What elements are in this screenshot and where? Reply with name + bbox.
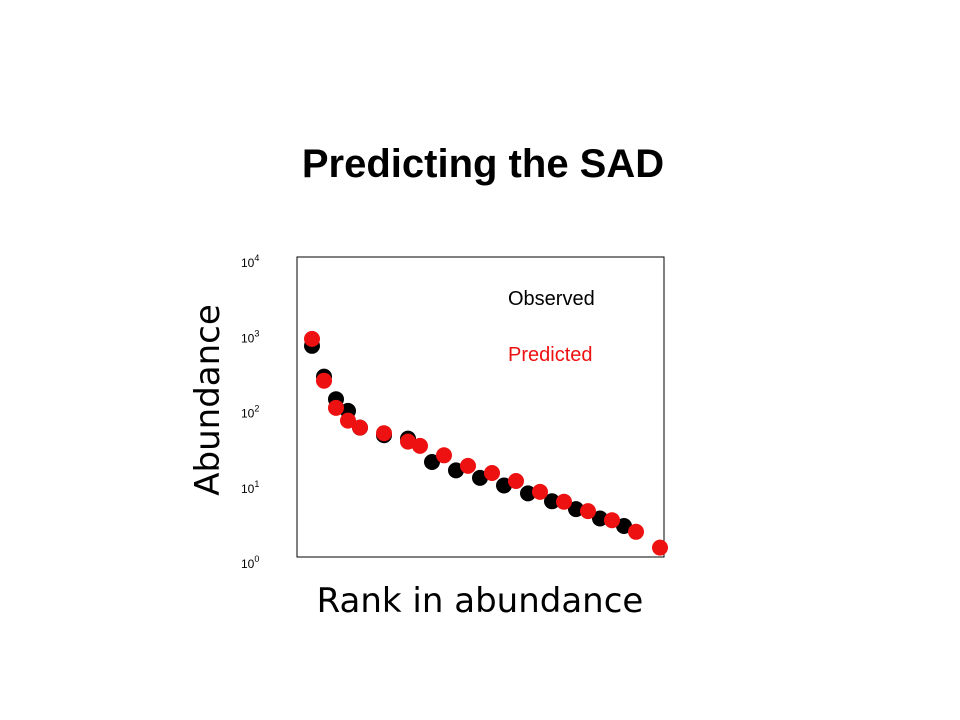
observed-point [568, 501, 584, 518]
observed-point [616, 518, 632, 534]
y-tick-label: 103 [241, 328, 259, 345]
observed-point [472, 469, 488, 486]
predicted-point [436, 447, 452, 464]
predicted-point [508, 473, 524, 489]
predicted-point [352, 419, 368, 436]
y-tick-label: 101 [241, 479, 259, 496]
legend-predicted: Predicted [508, 344, 593, 366]
y-tick-label: 104 [241, 253, 259, 270]
observed-point [424, 454, 440, 470]
observed-point [448, 462, 464, 479]
observed-point [496, 477, 512, 494]
x-axis-label: Rank in abundance [317, 581, 644, 621]
legend-observed: Observed [508, 288, 595, 310]
predicted-point [376, 425, 392, 442]
predicted-point [604, 512, 620, 529]
predicted-point [460, 457, 476, 474]
predicted-point [340, 412, 356, 429]
predicted-point [304, 330, 320, 347]
predicted-point [652, 539, 668, 556]
predicted-point [316, 372, 332, 389]
plot-frame [296, 256, 665, 558]
observed-point [544, 493, 560, 510]
observed-point [592, 510, 608, 527]
predicted-point [328, 399, 344, 416]
chart-title: Predicting the SAD [301, 142, 665, 186]
y-tick-label: 100 [241, 554, 259, 571]
predicted-point [556, 493, 572, 510]
y-tick-label: 102 [241, 404, 259, 421]
predicted-point [628, 523, 644, 540]
predicted-point [400, 433, 416, 450]
predicted-point [484, 465, 500, 481]
observed-point [520, 485, 536, 502]
predicted-point [532, 483, 548, 500]
predicted-point [580, 503, 596, 520]
predicted-point [412, 437, 428, 454]
y-axis-label: Abundance [188, 304, 228, 496]
